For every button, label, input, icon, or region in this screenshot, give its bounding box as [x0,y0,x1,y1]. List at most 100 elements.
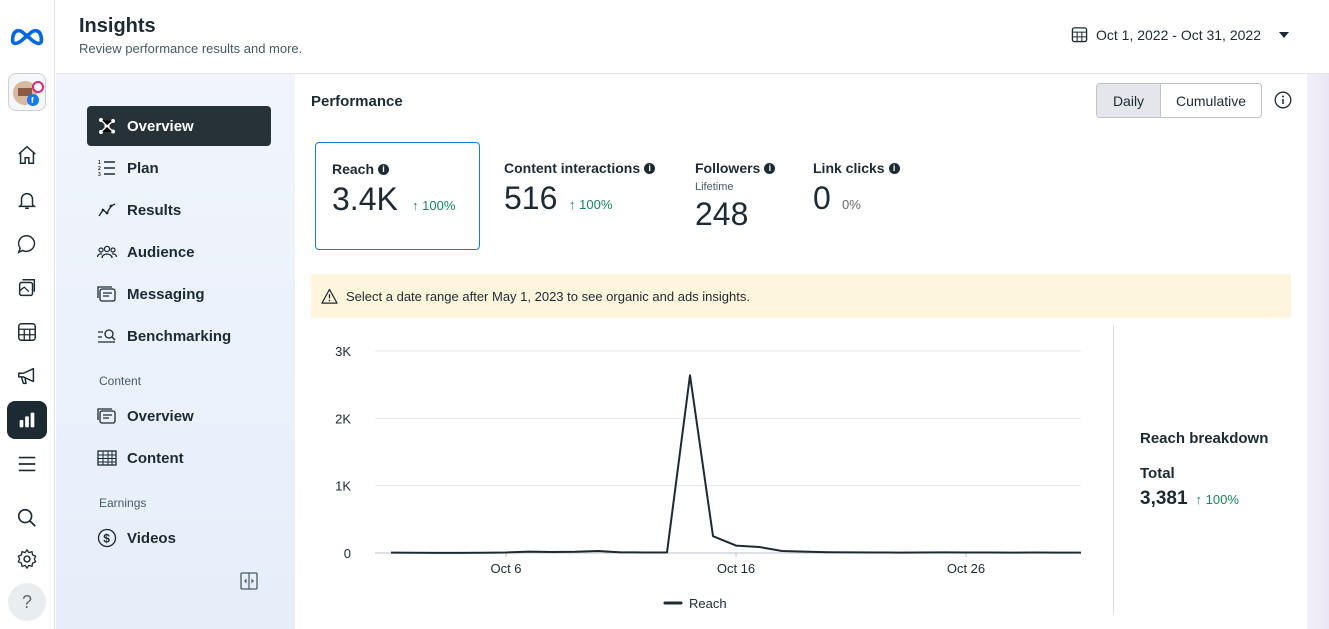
nav-label: Audience [127,243,195,261]
posts-icon[interactable] [7,270,47,306]
bell-icon[interactable] [7,182,47,218]
content-card-icon [97,408,116,424]
breakdown-change-text: 100% [1205,492,1239,507]
nav-section-earnings: Earnings [99,496,147,510]
y-tick-label: 1K [335,479,351,494]
home-icon[interactable] [7,137,47,173]
warning-text: Select a date range after May 1, 2023 to… [346,288,750,304]
info-icon[interactable]: i [378,163,390,175]
y-tick-label: 3K [335,344,351,359]
nav-item-messaging[interactable]: Messaging [87,274,271,314]
nav-item-results[interactable]: Results [87,190,271,230]
reach-breakdown: Reach breakdown Total 3,381 ↑ 100% [1140,430,1268,510]
search-icon[interactable] [7,500,47,536]
metric-value: 248 [695,196,749,232]
metric-label: Link clicks i [813,160,900,176]
nav-label: Videos [127,529,176,547]
date-range-picker[interactable]: Oct 1, 2022 - Oct 31, 2022 [1071,26,1289,43]
breakdown-title: Reach breakdown [1140,430,1269,447]
menu-icon[interactable] [7,446,47,482]
svg-text:3: 3 [98,172,101,178]
trend-line-icon [98,203,116,217]
chat-icon[interactable] [7,226,47,262]
performance-panel: Performance Daily Cumulative Reach i 3.4K… [295,74,1307,629]
nav-label: Content [127,449,184,467]
app-rail: f ? [0,0,55,629]
metric-label: Followers i [695,160,776,176]
warning-icon [321,288,338,304]
breakdown-total-change: ↑ 100% [1195,492,1239,507]
nav-item-videos[interactable]: $ Videos [87,518,271,558]
nav-label: Messaging [127,285,205,303]
meta-logo-icon[interactable] [7,17,47,53]
help-label: ? [21,591,32,612]
x-tick-label: Oct 16 [717,561,755,576]
metric-change-text: 100% [579,197,613,212]
nav-label: Overview [127,117,194,135]
nav-label: Overview [127,407,194,425]
insights-chart-icon[interactable] [7,401,47,439]
nav-label: Benchmarking [127,327,232,345]
metric-card-followers[interactable]: Followers i Lifetime 248 [679,142,779,250]
settings-icon[interactable] [7,541,47,577]
metric-label-text: Content interactions [504,160,641,176]
nav-item-benchmarking[interactable]: Benchmarking [87,316,271,356]
metric-card-reach[interactable]: Reach i 3.4K ↑ 100% [315,142,480,250]
message-card-icon [97,286,116,302]
breakdown-total-label: Total [1140,465,1175,482]
nav-item-audience[interactable]: Audience [87,232,271,272]
page-scroll-edge [1307,74,1329,629]
x-tick-label: Oct 26 [947,561,985,576]
svg-text:2: 2 [98,166,101,172]
nav-label: Results [127,201,182,219]
info-icon[interactable]: i [764,162,776,174]
nav-label: Plan [127,159,159,177]
nav-item-content[interactable]: Content [87,438,271,478]
calendar-grid-icon[interactable] [7,314,47,350]
date-range-warning: Select a date range after May 1, 2023 to… [311,274,1291,318]
period-toggle: Daily Cumulative [1096,83,1263,118]
nav-item-content-overview[interactable]: Overview [87,396,271,436]
page-header: Insights Review performance results and … [56,0,1329,74]
y-tick-label: 2K [335,411,351,426]
info-icon[interactable]: i [888,162,900,174]
metric-label-text: Reach [332,161,375,177]
calendar-icon [1071,27,1088,43]
info-icon[interactable]: i [644,162,656,174]
daily-toggle-button[interactable]: Daily [1097,84,1161,117]
svg-text:1: 1 [98,160,101,166]
metric-value: 516 [504,180,558,216]
help-icon[interactable]: ? [8,583,46,621]
series-line-reach [390,374,1082,554]
megaphone-icon[interactable] [7,358,47,394]
breakdown-total: 3,381 ↑ 100% [1140,488,1268,510]
svg-text:f: f [31,96,34,105]
nav-item-overview[interactable]: Overview [87,106,271,146]
followers-body: Lifetime [695,142,775,250]
metric-value: 3.4K [332,181,398,217]
date-range-label: Oct 1, 2022 - Oct 31, 2022 [1096,26,1261,43]
info-icon[interactable] [1274,91,1292,109]
numbered-list-icon: 123 [98,160,115,178]
page-title: Insights [79,15,156,37]
cumulative-toggle-button[interactable]: Cumulative [1176,92,1247,109]
metric-label-text: Link clicks [813,160,885,176]
metric-card-content-interactions[interactable]: Content interactions i 516 ↑ 100% [488,142,658,250]
people-icon [97,245,117,259]
metric-change: ↑ 100% [569,197,613,212]
metric-sublabel: Lifetime [695,181,734,193]
page-subtitle: Review performance results and more. [79,41,303,56]
performance-title: Performance [311,93,403,110]
chart-divider [1113,324,1114,614]
breakdown-total-value: 3,381 [1140,488,1188,509]
chevron-down-icon [1279,31,1289,38]
metric-card-link-clicks[interactable]: Link clicks i 0 0% [797,142,907,250]
legend-label: Reach [689,596,727,611]
y-tick-label: 0 [344,546,351,561]
dollar-icon: $ [97,528,117,548]
collapse-sidebar-icon[interactable] [240,572,258,590]
benchmark-search-icon [98,329,116,343]
account-avatar[interactable]: f [8,73,46,111]
